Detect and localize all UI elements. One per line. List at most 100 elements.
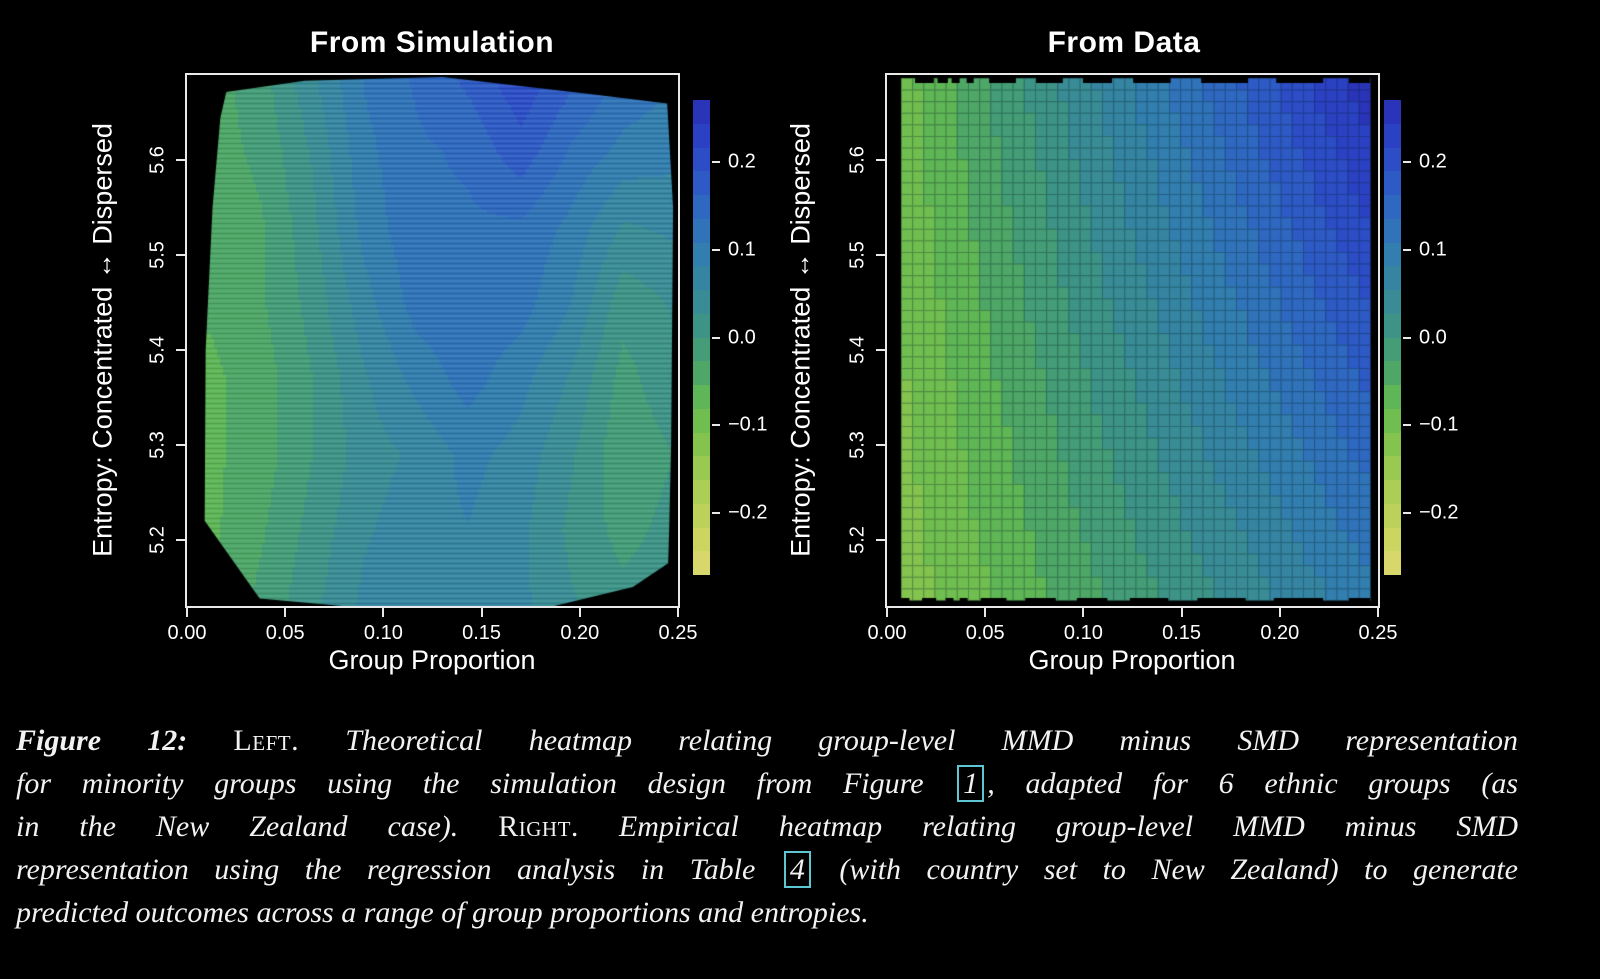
data-heatmap-panel bbox=[885, 73, 1380, 608]
colorbar-tick-label: 0.2 bbox=[728, 150, 756, 173]
table-4-link[interactable]: 4 bbox=[783, 851, 811, 888]
x-tick-label: 0.25 bbox=[1358, 622, 1398, 644]
colorbar-segment bbox=[1384, 337, 1401, 362]
colorbar-segment bbox=[1384, 456, 1401, 480]
x-tick-mark bbox=[382, 608, 385, 617]
x-tick-label: 0.05 bbox=[265, 622, 305, 644]
colorbar-tick-label: −0.2 bbox=[1419, 501, 1459, 524]
colorbar-segment bbox=[1384, 147, 1401, 172]
y-tick-label: 5.4 bbox=[846, 336, 869, 364]
x-tick-mark bbox=[1377, 608, 1379, 617]
colorbar-left bbox=[693, 100, 710, 575]
colorbar-segment bbox=[1384, 432, 1401, 457]
colorbar-segment bbox=[1384, 123, 1401, 148]
x-tick-label: 0.15 bbox=[462, 622, 502, 644]
colorbar-segment bbox=[693, 313, 710, 338]
colorbar-segment bbox=[1384, 266, 1401, 290]
y-tick-mark bbox=[176, 159, 185, 162]
x-tick-mark bbox=[186, 608, 188, 617]
y-tick-label: 5.3 bbox=[846, 430, 869, 459]
caption-right-tag: Right. bbox=[498, 810, 579, 843]
caption-line: representation using the regression anal… bbox=[16, 848, 1518, 891]
colorbar-segment bbox=[1384, 218, 1401, 243]
colorbar-tick-mark bbox=[1403, 160, 1411, 163]
colorbar-tick-label: −0.1 bbox=[1419, 413, 1459, 436]
colorbar-segment bbox=[693, 527, 710, 552]
simulation-heatmap-canvas bbox=[187, 75, 678, 606]
x-tick-mark bbox=[1278, 608, 1281, 617]
colorbar-tick-label: 0.1 bbox=[1419, 238, 1447, 261]
colorbar-tick-mark bbox=[712, 248, 720, 251]
x-tick-mark bbox=[886, 608, 888, 617]
x-tick-label: 0.10 bbox=[1063, 622, 1103, 644]
colorbar-segment bbox=[693, 456, 710, 480]
colorbar-segment bbox=[693, 147, 710, 172]
y-tick-label: 5.2 bbox=[846, 525, 869, 554]
figure-1-link[interactable]: 1 bbox=[957, 765, 985, 802]
caption-line: in the New Zealand case). Right. Empiric… bbox=[16, 805, 1518, 848]
colorbar-segment bbox=[1384, 290, 1401, 314]
x-tick-mark bbox=[1082, 608, 1085, 617]
colorbar-tick-mark bbox=[712, 512, 720, 515]
colorbar-tick-label: 0.1 bbox=[728, 238, 756, 261]
figure-caption: Figure 12: Left. Theoretical heatmap rel… bbox=[16, 719, 1518, 934]
colorbar-tick-label: −0.1 bbox=[728, 413, 768, 436]
y-tick-label: 5.6 bbox=[146, 146, 169, 175]
colorbar-tick-label: −0.2 bbox=[728, 501, 768, 524]
colorbar-segment bbox=[693, 337, 710, 362]
data-title: From Data bbox=[1047, 26, 1201, 59]
colorbar-tick-mark bbox=[712, 424, 720, 427]
colorbar-tick-mark bbox=[1403, 248, 1411, 251]
colorbar-segment bbox=[693, 361, 710, 385]
colorbar-segment bbox=[1384, 313, 1401, 338]
y-tick-mark bbox=[176, 254, 185, 257]
colorbar-segment bbox=[693, 432, 710, 457]
colorbar-tick-mark bbox=[712, 160, 720, 163]
colorbar-segment bbox=[1384, 100, 1401, 124]
colorbar-segment bbox=[693, 100, 710, 124]
caption-text bbox=[187, 724, 233, 757]
y-tick-mark bbox=[176, 443, 185, 446]
x-axis-label-right: Group Proportion bbox=[1028, 645, 1236, 675]
x-tick-label: 0.00 bbox=[867, 622, 907, 644]
caption-line: for minority groups using the simulation… bbox=[16, 762, 1518, 805]
colorbar-segment bbox=[1384, 480, 1401, 504]
colorbar-right bbox=[1384, 100, 1401, 575]
colorbar-segment bbox=[693, 503, 710, 528]
colorbar-segment bbox=[1384, 242, 1401, 267]
y-axis-label-right: Entropy: Concentrated ↔ Dispersed bbox=[785, 123, 816, 557]
colorbar-segment bbox=[693, 290, 710, 314]
colorbar-segment bbox=[1384, 195, 1401, 219]
colorbar-segment bbox=[693, 218, 710, 243]
caption-left-tag: Left. bbox=[233, 724, 300, 757]
x-tick-mark bbox=[1180, 608, 1183, 617]
colorbar-tick-label: 0.2 bbox=[1419, 150, 1447, 173]
x-tick-label: 0.15 bbox=[1162, 622, 1202, 644]
data-heatmap-canvas bbox=[887, 75, 1378, 606]
colorbar-segment bbox=[1384, 527, 1401, 552]
y-tick-mark bbox=[876, 254, 885, 257]
y-axis-label-left: Entropy: Concentrated ↔ Dispersed bbox=[87, 123, 118, 557]
colorbar-tick-mark bbox=[712, 336, 720, 339]
colorbar-tick-mark bbox=[1403, 336, 1411, 339]
simulation-title: From Simulation bbox=[309, 26, 555, 59]
colorbar-tick-label: 0.0 bbox=[728, 326, 756, 348]
colorbar-segment bbox=[1384, 408, 1401, 433]
y-tick-label: 5.5 bbox=[846, 241, 869, 270]
x-tick-label: 0.20 bbox=[1260, 622, 1300, 644]
y-tick-label: 5.4 bbox=[146, 336, 169, 364]
y-tick-mark bbox=[876, 538, 885, 541]
caption-text: Empirical heatmap relating group-level M… bbox=[578, 810, 1518, 843]
y-tick-label: 5.5 bbox=[146, 241, 169, 270]
x-tick-label: 0.05 bbox=[965, 622, 1005, 644]
colorbar-segment bbox=[1384, 385, 1401, 409]
x-tick-mark bbox=[284, 608, 287, 617]
x-tick-mark bbox=[578, 608, 581, 617]
colorbar-tick-mark bbox=[1403, 424, 1411, 427]
colorbar-tick-mark bbox=[1403, 512, 1411, 515]
caption-text: for minority groups using the simulation… bbox=[16, 767, 955, 800]
caption-figure-label: Figure 12: bbox=[16, 724, 188, 757]
x-tick-mark bbox=[480, 608, 483, 617]
caption-text: predicted outcomes across a range of gro… bbox=[16, 896, 869, 929]
